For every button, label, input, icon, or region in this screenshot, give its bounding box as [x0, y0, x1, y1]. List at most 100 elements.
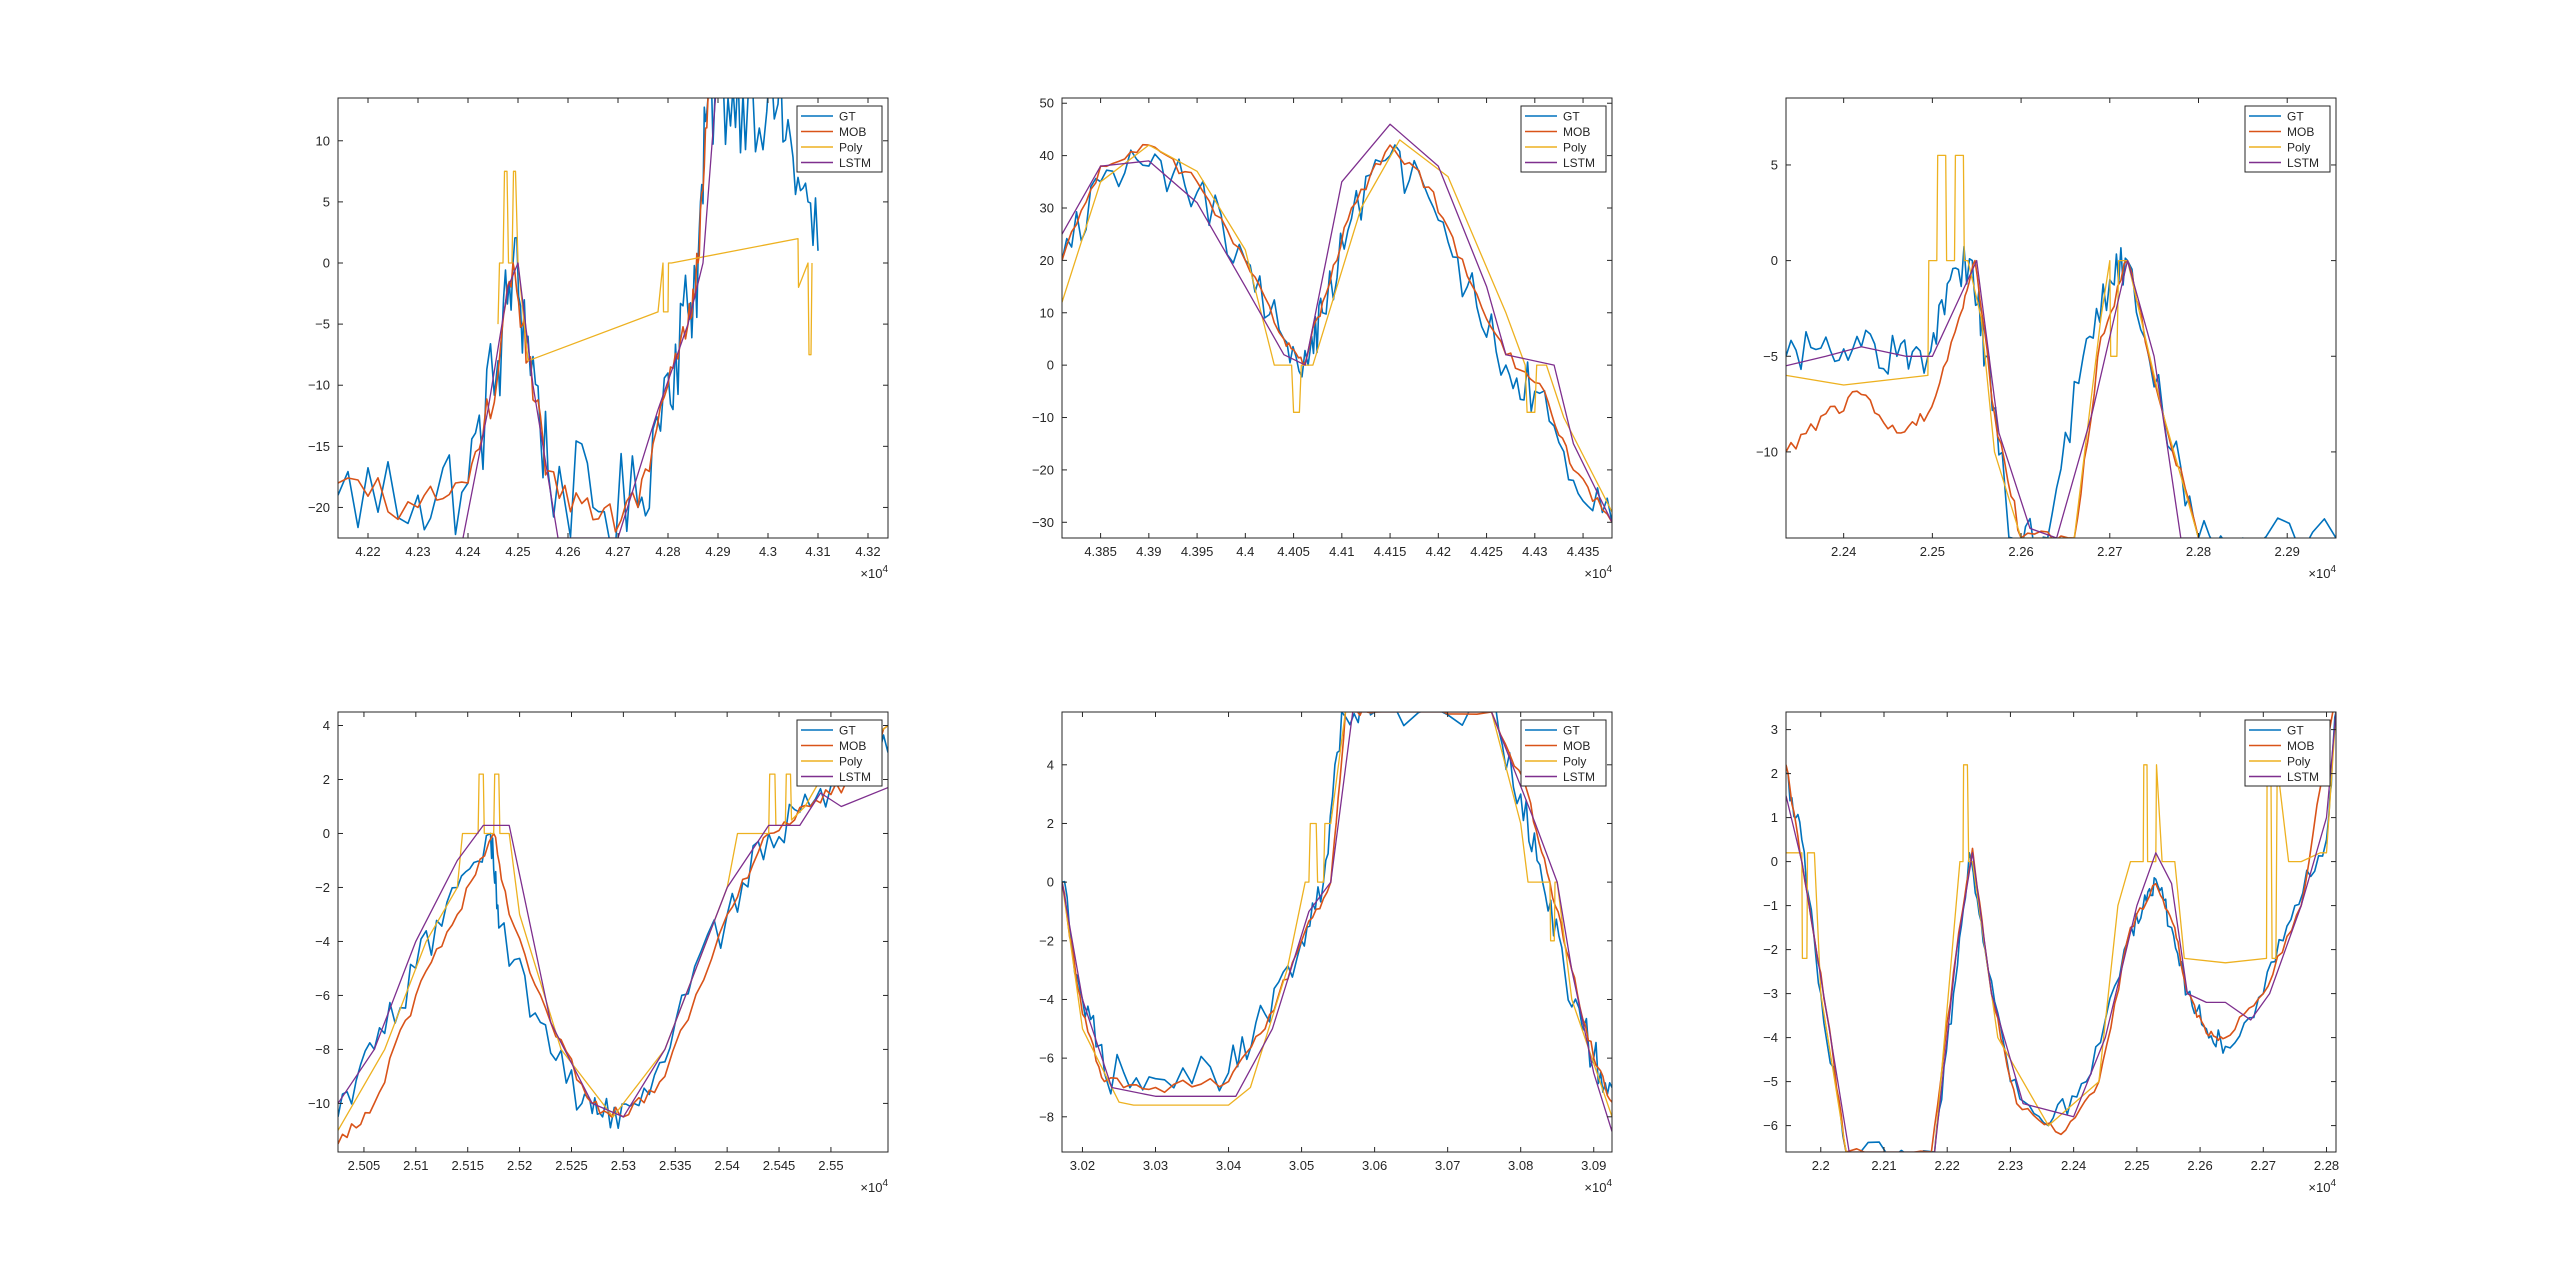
x-tick-label: 2.26	[2008, 544, 2033, 559]
series-line-mob	[1062, 712, 1612, 1103]
series-line-lstm	[1062, 712, 1612, 1132]
legend-box	[796, 719, 883, 787]
series-line-mob	[1786, 712, 2334, 1152]
x-tick-label: 2.535	[659, 1158, 692, 1173]
series-lines	[1786, 712, 2336, 1152]
axes-box	[1785, 711, 2337, 1153]
x-tick-label: 2.55	[818, 1158, 843, 1173]
y-tick-label: 0	[323, 826, 330, 841]
x-tick-label: 2.53	[611, 1158, 636, 1173]
x-tick-label: 4.31	[805, 544, 830, 559]
y-tick-label: 3	[1771, 722, 1778, 737]
x-tick-label: 2.515	[451, 1158, 484, 1173]
y-tick-label: −10	[308, 1096, 330, 1111]
x-tick-label: 2.24	[1831, 544, 1856, 559]
series-line-poly	[1062, 139, 1612, 513]
series-line-poly	[1786, 154, 2200, 538]
legend-label-gt: GT	[1563, 110, 1580, 124]
x-tick-label: 2.505	[348, 1158, 381, 1173]
legend-label-lstm: LSTM	[839, 770, 871, 784]
x-exponent-label: ×104	[1584, 1178, 1612, 1195]
series-line-gt	[338, 734, 888, 1129]
legend-label-mob: MOB	[2287, 125, 2314, 139]
subplot-3: 2.24 2.25 2.26 2.27 2.28 2.29 −10 −5 0 5 ×104 GTMOB…	[1756, 97, 2337, 581]
y-tick-label: 0	[1047, 875, 1054, 890]
x-tick-label: 3.07	[1435, 1158, 1460, 1173]
x-tick-label: 4.26	[555, 544, 580, 559]
legend-label-lstm: LSTM	[2287, 770, 2319, 784]
legend-label-mob: MOB	[1563, 125, 1590, 139]
y-tick-label: 2	[323, 772, 330, 787]
y-tick-label: 10	[316, 133, 330, 148]
x-tick-label: 2.27	[2097, 544, 2122, 559]
legend-box	[2244, 105, 2331, 173]
x-exponent-label: ×104	[1584, 564, 1612, 581]
y-tick-label: −10	[1756, 444, 1778, 459]
x-tick-label: 3.09	[1581, 1158, 1606, 1173]
y-tick-label: −6	[315, 988, 330, 1003]
y-tick-label: −5	[315, 317, 330, 332]
legend-label-lstm: LSTM	[1563, 156, 1595, 170]
subplot-1: 4.22 4.23 4.24 4.25 4.26 4.27 4.28 4.29 4.3 4.31 4…	[308, 97, 889, 581]
x-tick-label: 3.08	[1508, 1158, 1533, 1173]
x-tick-label: 2.51	[403, 1158, 428, 1173]
legend-label-lstm: LSTM	[2287, 156, 2319, 170]
x-exponent-label: ×104	[860, 1178, 888, 1195]
series-line-lstm	[462, 98, 717, 538]
y-tick-label: −8	[1039, 1109, 1054, 1124]
x-exponent-label: ×104	[2308, 564, 2336, 581]
y-tick-label: 30	[1040, 201, 1054, 216]
y-tick-label: −5	[1763, 1074, 1778, 1089]
y-tick-label: 1	[1771, 810, 1778, 825]
x-tick-label: 2.25	[1920, 544, 1945, 559]
x-tick-label: 4.4	[1236, 544, 1254, 559]
series-lines	[1786, 154, 2336, 538]
legend-label-poly: Poly	[2287, 141, 2310, 155]
y-tick-label: −4	[1763, 1030, 1778, 1045]
legend-label-mob: MOB	[839, 739, 866, 753]
x-tick-label: 4.3	[759, 544, 777, 559]
series-line-lstm	[1786, 259, 2199, 538]
y-tick-label: −10	[308, 378, 330, 393]
x-tick-label: 4.395	[1181, 544, 1214, 559]
axes-box	[1061, 97, 1613, 539]
subplot-5: 3.02 3.03 3.04 3.05 3.06 3.07 3.08 3.09 −8 −6 −4 −2…	[1039, 711, 1613, 1195]
series-lines	[338, 724, 888, 1145]
x-tick-label: 2.24	[2061, 1158, 2086, 1173]
legend-box	[2244, 719, 2331, 787]
y-tick-label: −6	[1039, 1051, 1054, 1066]
y-tick-label: −6	[1763, 1118, 1778, 1133]
plot-area	[1786, 712, 2336, 1152]
series-line-mob	[1786, 259, 2200, 538]
legend-label-mob: MOB	[2287, 739, 2314, 753]
x-tick-label: 2.23	[1998, 1158, 2023, 1173]
y-tick-label: 10	[1040, 305, 1054, 320]
legend-label-gt: GT	[839, 110, 856, 124]
legend-box	[796, 105, 883, 173]
x-tick-label: 4.41	[1329, 544, 1354, 559]
legend-label-poly: Poly	[839, 141, 862, 155]
series-line-gt	[1786, 245, 2336, 538]
y-tick-label: 2	[1771, 766, 1778, 781]
series-line-lstm	[1786, 712, 2336, 1152]
x-tick-label: 4.435	[1567, 544, 1600, 559]
axes-box	[337, 711, 889, 1153]
x-exponent-label: ×104	[860, 564, 888, 581]
legend-label-gt: GT	[839, 724, 856, 738]
x-tick-label: 4.22	[355, 544, 380, 559]
x-tick-label: 4.43	[1522, 544, 1547, 559]
y-tick-label: 5	[1771, 157, 1778, 172]
subplot-4: 2.505 2.51 2.515 2.52 2.525 2.53 2.535 2.54 2.54…	[308, 711, 889, 1195]
y-tick-label: −30	[1032, 515, 1054, 530]
y-tick-label: −2	[315, 880, 330, 895]
legend-label-poly: Poly	[1563, 755, 1586, 769]
y-tick-label: −8	[315, 1042, 330, 1057]
x-tick-label: 4.42	[1426, 544, 1451, 559]
x-tick-label: 3.03	[1143, 1158, 1168, 1173]
series-line-gt	[1062, 144, 1612, 523]
